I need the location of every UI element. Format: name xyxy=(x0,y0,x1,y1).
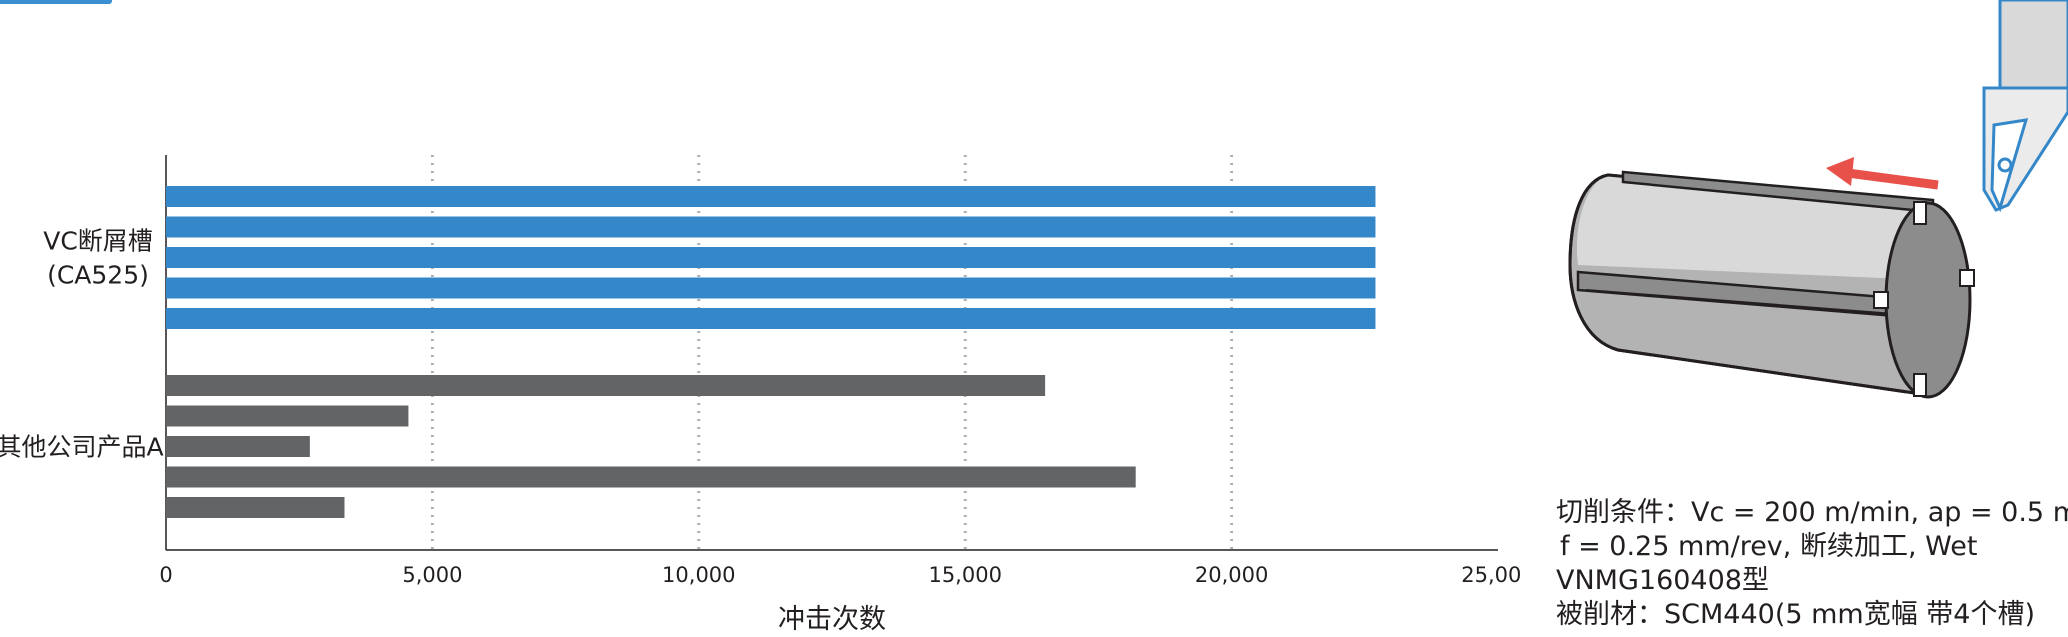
top-tab-decoration xyxy=(0,0,112,4)
feed-arrow-head-icon xyxy=(1826,157,1854,186)
x-tick-label: 10,000 xyxy=(662,563,735,587)
bar xyxy=(166,375,1046,396)
condition-line-2: f = 0.25 mm/rev, 断续加工, Wet xyxy=(1560,531,1978,562)
bar xyxy=(166,436,310,457)
bar xyxy=(166,497,345,518)
feed-arrow xyxy=(1839,167,1939,190)
category-label: (CA525) xyxy=(47,261,149,290)
x-tick-label: 15,000 xyxy=(928,563,1001,587)
condition-line-4: 被削材：SCM440(5 mm宽幅 带4个槽) xyxy=(1556,599,2036,630)
x-axis-label: 冲击次数 xyxy=(778,604,886,635)
category-label: 其他公司产品A xyxy=(0,433,164,462)
x-tick-label: 0 xyxy=(159,563,172,587)
tool-holder xyxy=(1998,0,2068,90)
x-tick-label: 25,000 xyxy=(1461,563,1520,587)
insert-tip xyxy=(1990,118,2029,213)
bar xyxy=(166,186,1376,207)
x-tick-label: 5,000 xyxy=(402,563,462,587)
condition-line-3: VNMG160408型 xyxy=(1556,565,1769,596)
bar xyxy=(166,216,1376,238)
bar xyxy=(166,466,1136,488)
bar xyxy=(166,247,1376,268)
impact-count-bar-chart: 0 5,000 10,000 15,000 20,000 25,000 冲击次数 VC断屑槽 (… xyxy=(0,155,1520,635)
bar xyxy=(166,308,1376,329)
x-tick-label: 20,000 xyxy=(1195,563,1268,587)
condition-line-1: 切削条件：Vc = 200 m/min, ap = 0.5 mm xyxy=(1556,497,2068,528)
insert-screw-icon xyxy=(1997,157,2013,173)
bar xyxy=(166,405,409,427)
category-label: VC断屑槽 xyxy=(43,227,153,256)
cutting-conditions: 切削条件：Vc = 200 m/min, ap = 0.5 mm f = 0.2… xyxy=(1556,496,2068,632)
workpiece-illustration xyxy=(1568,0,2068,399)
cylinder-end-face xyxy=(1884,201,1972,399)
bar xyxy=(166,277,1376,299)
